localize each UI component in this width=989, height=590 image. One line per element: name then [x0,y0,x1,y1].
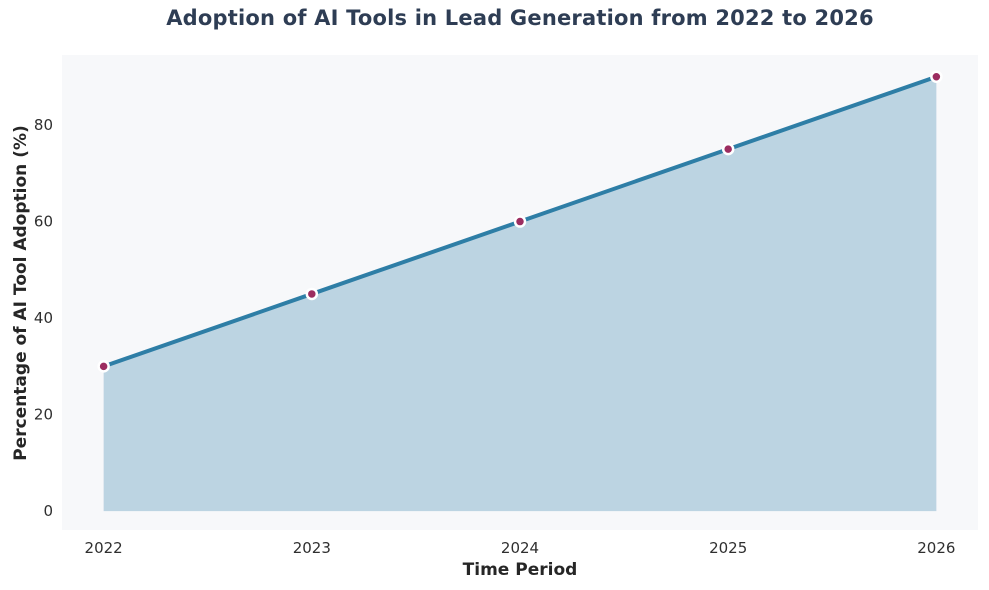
data-point-2024 [513,215,527,228]
y-tick-label: 20 [34,406,53,424]
data-point-2023 [305,287,319,301]
y-tick-label: 60 [34,213,53,231]
x-tick-label: 2023 [293,539,331,557]
y-tick-label: 80 [34,116,53,134]
y-tick-label: 0 [43,502,53,520]
x-axis-label: Time Period [462,560,578,580]
y-tick-label: 40 [34,309,53,327]
chart-title: Adoption of AI Tools in Lead Generation … [166,6,874,30]
data-point-2025 [721,142,735,156]
x-tick-label: 2026 [917,539,955,557]
area-fill [103,76,937,512]
x-tick-label: 2025 [709,539,747,557]
x-tick-label: 2022 [85,539,123,557]
data-point-2026 [930,70,943,83]
y-axis-label: Percentage of AI Tool Adoption (%) [11,125,31,461]
data-point-2022 [97,360,110,373]
x-tick-label: 2024 [501,539,539,557]
